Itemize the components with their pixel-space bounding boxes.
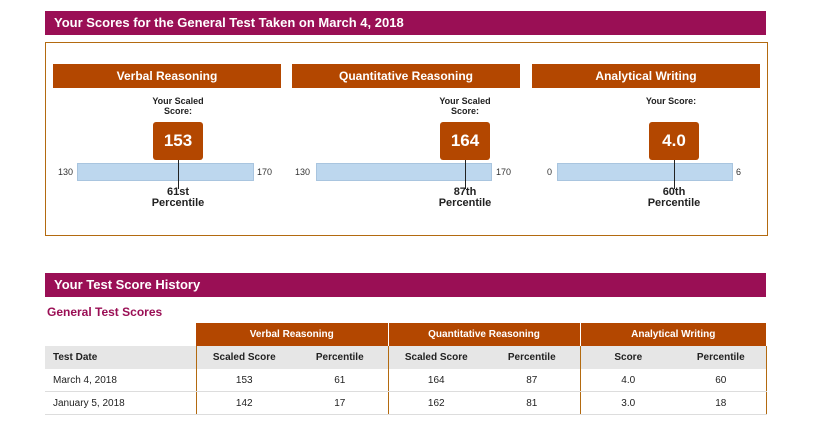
section-header: Verbal Reasoning (53, 64, 281, 88)
score-label: Your Scaled Score: (152, 96, 204, 116)
group-header-writing: Analytical Writing (579, 323, 766, 346)
percentile-label: 61st Percentile (138, 187, 218, 209)
table-cell: 162 (387, 391, 484, 415)
score-value: 153 (153, 122, 203, 160)
test-date-cell: January 5, 2018 (45, 391, 196, 415)
table-cell: 61 (292, 369, 388, 392)
column-header-row: Test Date Scaled Score Percentile Scaled… (45, 346, 767, 369)
percentile-word: Percentile (151, 197, 205, 209)
score-scale-bar (316, 163, 492, 181)
score-scale-bar (557, 163, 733, 181)
scores-panel (45, 42, 768, 236)
quant-section: Quantitative Reasoning Your Scaled Score… (292, 64, 520, 234)
score-pointer (178, 160, 179, 189)
percentile-value: 60th (662, 186, 686, 198)
column-header: Scaled Score (195, 346, 292, 369)
column-header: Percentile (676, 346, 767, 369)
scale-min-label: 0 (547, 167, 553, 177)
table-row: January 5, 2018 142 17 162 81 3.0 18 (45, 391, 767, 415)
verbal-section: Verbal Reasoning Your Scaled Score: 153 … (53, 64, 281, 234)
writing-section: Analytical Writing Your Score: 4.0 0 6 6… (532, 64, 760, 234)
table-cell: 81 (484, 391, 580, 415)
score-label: Your Scaled Score: (439, 96, 491, 116)
score-label: Your Score: (645, 96, 697, 106)
percentile-word: Percentile (647, 197, 701, 209)
column-header: Percentile (292, 346, 388, 369)
blank-cell (45, 323, 196, 346)
scale-min-label: 130 (295, 167, 311, 177)
score-pointer (674, 160, 675, 189)
percentile-value: 61st (166, 186, 190, 198)
table-cell: 60 (676, 369, 767, 392)
group-header-quant: Quantitative Reasoning (387, 323, 580, 346)
column-header: Percentile (484, 346, 580, 369)
section-header: Analytical Writing (532, 64, 760, 88)
table-cell: 153 (195, 369, 292, 392)
score-value: 164 (440, 122, 490, 160)
history-subtitle: General Test Scores (47, 305, 163, 319)
group-header-verbal: Verbal Reasoning (196, 323, 388, 346)
score-history-table: Verbal Reasoning Quantitative Reasoning … (45, 323, 767, 415)
history-banner: Your Test Score History (45, 273, 766, 297)
table-cell: 17 (292, 391, 388, 415)
test-date-cell: March 4, 2018 (45, 369, 196, 392)
column-header: Test Date (45, 346, 196, 369)
percentile-value: 87th (453, 186, 477, 198)
column-header: Score (579, 346, 676, 369)
score-pointer (465, 160, 466, 189)
scores-title: Your Scores for the General Test Taken o… (54, 15, 404, 30)
table-cell: 3.0 (579, 391, 676, 415)
scale-max-label: 170 (257, 167, 273, 177)
column-header: Scaled Score (387, 346, 484, 369)
percentile-label: 87th Percentile (425, 187, 505, 209)
table-cell: 164 (387, 369, 484, 392)
table-cell: 4.0 (579, 369, 676, 392)
table-row: March 4, 2018 153 61 164 87 4.0 60 (45, 369, 767, 392)
score-scale-bar (77, 163, 254, 181)
scores-banner: Your Scores for the General Test Taken o… (45, 11, 766, 35)
score-value: 4.0 (649, 122, 699, 160)
section-header: Quantitative Reasoning (292, 64, 520, 88)
table-cell: 87 (484, 369, 580, 392)
table-cell: 18 (676, 391, 767, 415)
percentile-word: Percentile (438, 197, 492, 209)
scale-max-label: 170 (496, 167, 512, 177)
scale-min-label: 130 (58, 167, 74, 177)
group-header-row: Verbal Reasoning Quantitative Reasoning … (45, 323, 766, 346)
table-cell: 142 (195, 391, 292, 415)
scale-max-label: 6 (736, 167, 742, 177)
history-title: Your Test Score History (54, 277, 201, 292)
percentile-label: 60th Percentile (634, 187, 714, 209)
